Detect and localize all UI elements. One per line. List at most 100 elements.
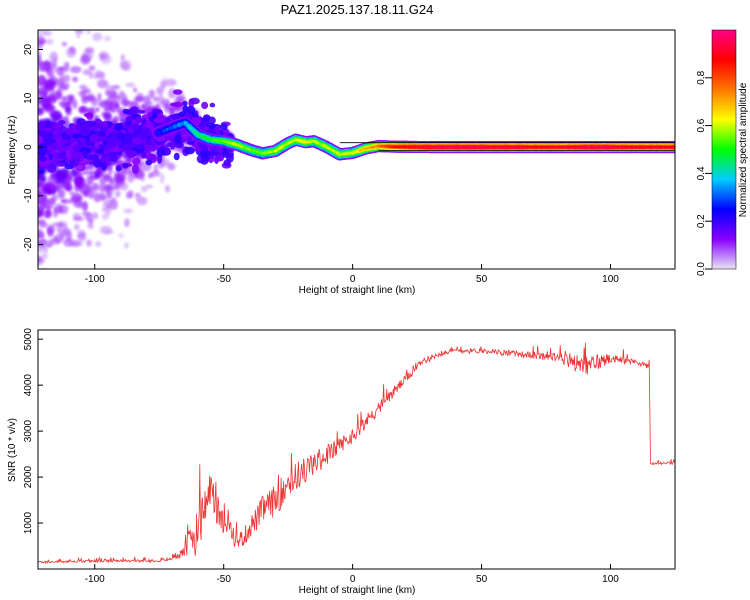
spectrogram-cell [72,144,81,153]
spectrogram-cell [91,182,99,192]
colorbar-tick-label: 0.4 [696,166,707,180]
spectrogram-cell [62,284,69,290]
spectrogram-cell [107,103,120,111]
spectrogram-cell [80,54,89,63]
spectrogram-cell [69,169,77,177]
spectrogram-x-tick-label: 50 [476,274,488,285]
spectrogram-cell [201,101,209,110]
spectrogram-cell [88,223,94,230]
spectrogram-cell [95,107,100,113]
spectrogram-cell [94,73,99,80]
snr-y-tick-label: 5000 [23,328,34,351]
snr-y-label: SNR (10 * v/v) [7,418,18,482]
snr-x-label: Height of straight line (km) [299,585,416,596]
spectrogram-cell [61,74,71,83]
spectrogram-cell [108,166,113,176]
spectrogram-cell [76,33,81,39]
colorbar-gradient [712,30,736,269]
spectrogram-cell [87,188,95,199]
spectrogram-cell [145,184,154,189]
spectrogram-cell [52,222,63,227]
spectrogram-cell [59,9,64,13]
spectrogram-x-tick-label: 0 [350,274,356,285]
spectrogram-cell [65,175,73,181]
spectrogram-y-tick-label: 0 [23,144,34,150]
spectrogram-cell [83,201,89,211]
spectrogram-cell [79,84,88,90]
spectrogram-cell [69,46,76,54]
spectrogram-cell [145,159,152,166]
spectrogram-cell [83,112,94,118]
spectrogram-cell [126,157,133,163]
spectrogram-cell [38,161,49,167]
snr-y-tick-label: 4000 [23,374,34,397]
spectrogram-cell [84,47,95,54]
spectrogram-cell [123,124,133,130]
snr-x-tick-label: -100 [85,574,105,585]
spectrogram-cell [126,173,135,183]
spectrogram-cell [110,152,118,161]
spectrogram-cell [135,118,141,123]
spectrogram-cell [38,156,48,162]
spectrogram-cell [38,228,44,238]
spectrogram-cell [123,208,134,214]
spectrogram-cell [120,93,128,100]
spectrogram-cell [110,108,116,113]
spectrogram-cell [97,92,102,102]
spectrogram-cell [122,135,134,145]
spectrogram-cell [47,227,52,237]
spectrogram-cell [222,147,228,156]
spectrogram-cell [114,123,124,132]
spectrogram-cell [102,184,113,192]
spectrogram-cell [220,123,228,131]
spectrogram-cell [120,54,125,62]
spectrogram-cell [118,233,124,238]
spectrogram-cell [61,41,68,47]
spectrogram-cell [110,132,120,142]
snr-y-tick-label: 3000 [23,420,34,443]
colorbar: 0.0 0.2 0.4 0.6 0.8 Normalized spectral ampl… [696,29,749,276]
spectrogram-cell [38,30,48,36]
spectrogram-cell [104,85,116,96]
spectrogram-cell [93,192,101,203]
spectrogram-cell [103,105,110,112]
spectrogram-cell [109,177,114,185]
snr-y-tick-label: 2000 [23,466,34,489]
spectrogram-cell [38,107,44,116]
snr-series-line [38,342,675,565]
spectrogram-cell [90,98,99,107]
spectrogram-cell [214,156,224,162]
spectrogram-cell [125,121,132,126]
spectrogram-cell [76,118,86,125]
spectrogram-cell [133,96,144,102]
spectrogram-cell [102,120,109,128]
spectrogram-cell [165,135,175,141]
spectrogram-cell [132,157,141,165]
spectrogram-cell [73,178,83,184]
colorbar-frame [711,29,737,270]
spectrogram-cell [46,243,53,248]
spectrogram-cell [144,96,149,100]
spectrogram-cell [153,118,165,123]
spectrogram-cell [66,94,73,103]
spectrogram-cell [86,30,91,35]
spectrogram-cell [51,130,60,136]
spectrogram-cell [68,158,76,165]
spectrogram-cell [81,149,88,157]
spectrogram-cell [101,206,108,213]
spectrogram-cell [88,65,96,71]
spectrogram-cell [63,61,70,73]
spectrogram-cell [42,204,54,210]
spectrogram-cell [58,138,65,147]
spectrogram-cell [99,192,106,202]
snr-x-tick-label: -50 [216,574,231,585]
spectrogram-cell [48,142,59,148]
spectrogram-cell [89,134,100,142]
spectrogram-cell [41,302,51,309]
spectrogram-cell [35,305,42,311]
spectrogram-cell [86,239,92,247]
spectrogram-cell [125,192,132,199]
spectrogram-cell [124,242,129,249]
spectrogram-cell [81,170,91,175]
snr-panel: -100 -50 0 50 100 1000 2000 3000 4000 5000 Heigh… [7,328,676,596]
